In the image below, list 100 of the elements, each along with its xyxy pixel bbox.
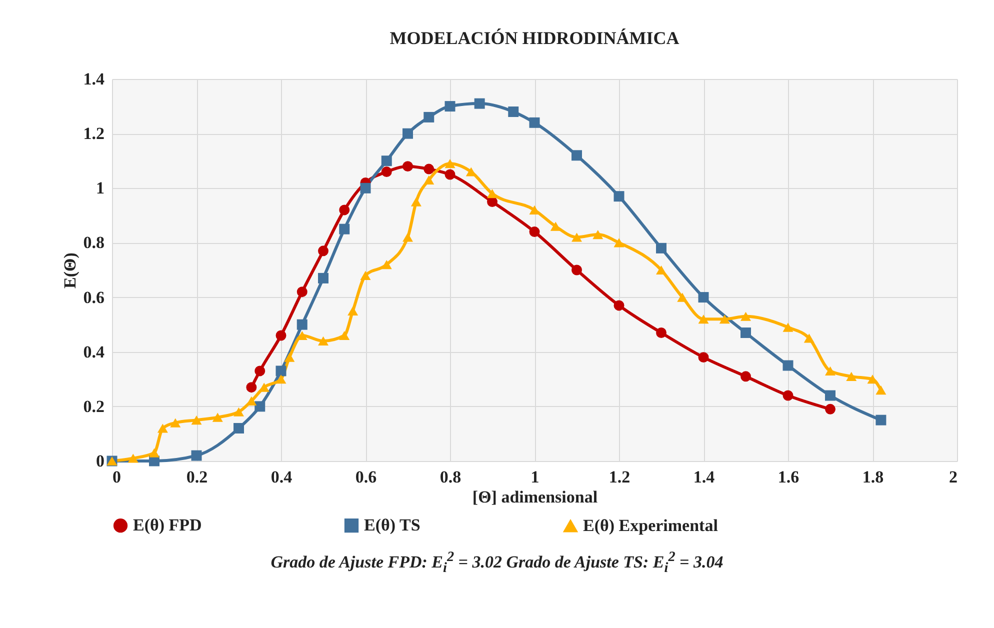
point	[656, 265, 666, 275]
point	[846, 372, 857, 381]
point	[444, 169, 456, 180]
legend-label: E(θ) Experimental	[583, 516, 718, 536]
y-tick-label: 0.8	[83, 233, 104, 252]
point	[656, 328, 666, 338]
legend-label: E(θ) FPD	[133, 516, 202, 535]
x-tick-label: 1.6	[778, 468, 800, 486]
x-tick-label: 0	[112, 468, 121, 486]
point	[740, 328, 751, 338]
y-tick-label: 1.2	[83, 124, 104, 144]
point	[360, 182, 371, 194]
point	[402, 232, 413, 242]
point	[424, 112, 434, 122]
point	[424, 175, 434, 184]
point	[170, 418, 181, 428]
point	[656, 242, 666, 254]
point	[487, 196, 498, 208]
x-tick-label: 0.4	[270, 468, 293, 486]
point	[276, 374, 286, 384]
x-tick-label: 1.8	[862, 468, 884, 486]
point	[276, 330, 286, 341]
point	[572, 150, 582, 161]
point	[876, 414, 886, 426]
point	[782, 322, 794, 332]
point	[191, 416, 202, 425]
y-tick-label: 0.6	[83, 288, 104, 307]
text: Grado de Ajuste FPD: E$_{i}$$^{2}$ = 3.02 Grado de Ajuste TS: E$_{i}$$^{2}$ = 3.04	[270, 549, 724, 578]
point	[529, 117, 540, 128]
point	[782, 390, 794, 401]
point	[339, 204, 350, 216]
point	[474, 98, 485, 109]
point	[719, 314, 730, 324]
point	[276, 366, 286, 376]
point	[360, 270, 371, 280]
point	[318, 272, 328, 284]
point	[381, 166, 392, 178]
point	[614, 191, 624, 202]
point	[424, 164, 434, 174]
x-axis-title: [Θ] adimensional	[472, 488, 598, 506]
point	[157, 424, 168, 433]
x-tick-label: 0.2	[186, 468, 208, 486]
point	[614, 300, 624, 311]
point	[234, 423, 244, 434]
point	[318, 336, 328, 346]
y-tick-label: 1	[96, 178, 104, 198]
point	[128, 454, 138, 463]
point	[825, 404, 836, 414]
point	[825, 390, 836, 401]
point	[246, 382, 257, 393]
x-tick-label: 2	[949, 468, 958, 486]
point	[402, 161, 413, 172]
point	[318, 246, 328, 256]
point	[698, 314, 709, 324]
point	[572, 232, 582, 242]
y-tick-label: 1.4	[83, 70, 105, 88]
point	[284, 352, 295, 362]
point	[348, 306, 358, 316]
point	[339, 330, 350, 340]
point	[339, 224, 350, 234]
point	[296, 319, 308, 330]
point	[444, 159, 456, 168]
point	[444, 101, 456, 112]
x-tick-label: 0.8	[440, 468, 462, 486]
point	[529, 226, 540, 238]
chart-title: MODELACIÓN HIDRODINÁMICA	[390, 28, 680, 48]
point	[825, 366, 836, 376]
x-tick-label: 1.2	[608, 468, 630, 486]
point	[592, 230, 604, 240]
y-tick-label: 0.2	[83, 396, 104, 416]
point	[234, 407, 244, 416]
point	[572, 264, 582, 276]
point	[698, 352, 709, 363]
point	[740, 371, 751, 382]
legend-label: E(θ) TS	[364, 516, 420, 535]
x-tick-label: 0.6	[355, 468, 377, 486]
point	[550, 222, 561, 231]
point	[381, 260, 392, 270]
x-tick-label: 1.4	[693, 468, 716, 486]
point	[381, 156, 392, 166]
point	[740, 312, 751, 321]
point	[212, 412, 223, 422]
y-axis-title: E(Θ)	[60, 252, 80, 288]
point	[149, 448, 160, 458]
point	[508, 106, 519, 117]
point	[402, 128, 413, 139]
point	[296, 286, 308, 298]
y-tick-label: 0	[96, 452, 104, 470]
point	[782, 360, 794, 371]
y-tick-label: 0.4	[83, 342, 105, 362]
point	[698, 292, 709, 303]
point	[254, 366, 266, 376]
x-tick-label: 1	[530, 468, 540, 486]
point	[529, 205, 540, 215]
point	[410, 197, 422, 206]
point	[804, 334, 814, 343]
point	[677, 292, 688, 302]
point	[614, 238, 624, 248]
point	[191, 450, 202, 461]
point	[254, 401, 266, 412]
